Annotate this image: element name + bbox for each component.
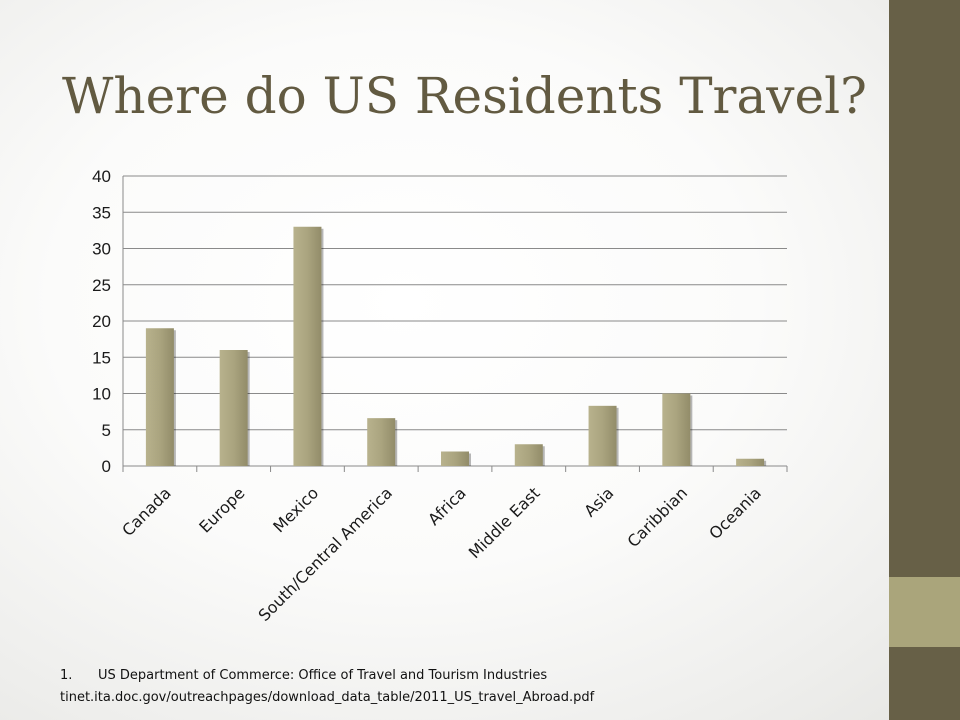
x-tick-label: Middle East [465, 483, 544, 562]
y-tick-label: 20 [92, 312, 111, 331]
bar-middle-east [514, 444, 543, 466]
footnote-source: US Department of Commerce: Office of Tra… [98, 668, 548, 683]
bar-south-central-america [367, 418, 396, 466]
bars [145, 226, 767, 466]
y-tick-label: 40 [92, 167, 111, 186]
bar-europe [219, 350, 248, 466]
x-tick-label: Africa [424, 483, 470, 529]
bar-chart: 0 5 10 15 20 25 30 35 40 Canada Europe MexicoSouth… [92, 167, 788, 625]
grid-lines [122, 175, 788, 472]
y-tick-label: 25 [92, 276, 111, 295]
x-tick-label: South/Central America [254, 483, 396, 625]
footnote-source-line: 1. US Department of Commerce: Office of T… [60, 665, 594, 687]
slide-title: Where do US Residents Travel? [62, 67, 867, 125]
y-tick-label: 30 [92, 240, 111, 259]
bar-asia [588, 405, 617, 466]
bar-africa [441, 451, 469, 466]
x-tick-label: Canada [118, 483, 174, 539]
x-tick-label: Mexico [269, 483, 322, 536]
bar-caribbian [662, 393, 691, 466]
bar-oceania [736, 458, 765, 466]
y-tick-label: 35 [92, 203, 111, 222]
footnote-number: 1. [60, 668, 73, 683]
side-accent-block [889, 577, 960, 647]
x-tick-label: Caribbian [623, 483, 691, 551]
x-tick-label: Asia [580, 483, 617, 520]
footnote: 1. US Department of Commerce: Office of T… [60, 665, 594, 709]
x-tick-label: Europe [195, 483, 248, 536]
footnote-url: tinet.ita.doc.gov/outreachpages/download… [60, 690, 595, 705]
bar-canada [145, 328, 174, 466]
y-tick-labels: 0 5 10 15 20 25 30 35 40 [92, 167, 111, 476]
bar-mexico [293, 226, 322, 466]
y-tick-label: 5 [102, 421, 111, 440]
y-tick-label: 0 [102, 457, 111, 476]
y-tick-label: 10 [92, 385, 111, 404]
y-tick-label: 15 [92, 348, 111, 367]
x-tick-label: Oceania [705, 483, 765, 543]
